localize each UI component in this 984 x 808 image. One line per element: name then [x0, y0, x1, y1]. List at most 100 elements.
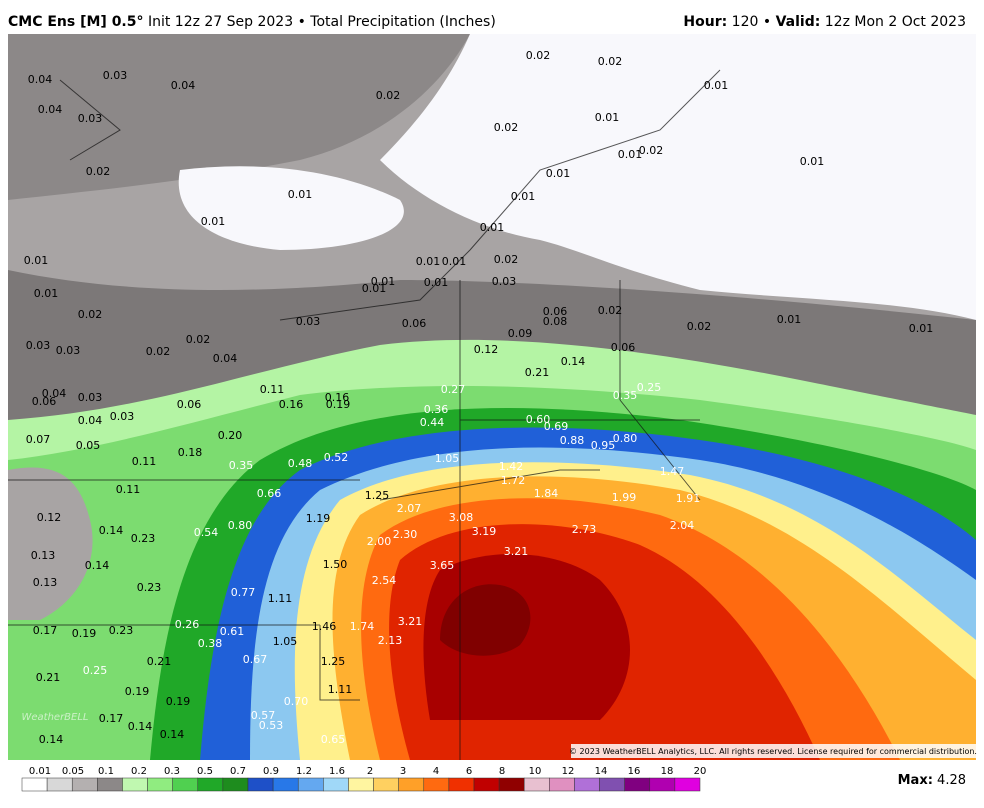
colorbar-swatch [222, 777, 249, 792]
description: Init 12z 27 Sep 2023 • Total Precipitati… [144, 14, 496, 30]
value-label: 0.53 [259, 719, 284, 732]
value-label: 0.03 [296, 315, 321, 328]
value-label: 0.04 [28, 73, 53, 86]
colorbar-swatch [122, 777, 148, 792]
value-label: 0.61 [220, 625, 245, 638]
value-label: 0.01 [371, 275, 396, 288]
colorbar-label: 0.5 [197, 766, 213, 777]
colorbar-label: 1.6 [329, 766, 345, 777]
value-label: 0.14 [39, 733, 64, 746]
hour: 120 [727, 14, 758, 30]
max: Max: 4.28 [898, 773, 966, 788]
colorbar-label: 2 [367, 766, 373, 777]
colorbar-label: 0.7 [230, 766, 246, 777]
colorbar-swatch [574, 777, 600, 792]
value-label: 2.13 [378, 634, 403, 647]
colorbar-label: 0.2 [131, 766, 147, 777]
colorbar-label: 4 [433, 766, 439, 777]
value-label: 0.02 [639, 144, 664, 157]
value-label: 0.44 [420, 416, 445, 429]
value-label: 3.21 [504, 545, 529, 558]
colorbar-swatch [599, 777, 625, 792]
value-label: 0.06 [402, 317, 427, 330]
value-label: 0.95 [591, 439, 616, 452]
logo: WeatherBELL [21, 712, 88, 723]
value-label: 1.46 [312, 620, 337, 633]
value-label: 0.06 [611, 341, 636, 354]
value-label: 1.99 [612, 491, 637, 504]
colorbar-label: 12 [562, 766, 575, 777]
valid-label: Valid: [776, 14, 821, 30]
value-label: 0.48 [288, 457, 313, 470]
value-label: 0.02 [687, 320, 712, 333]
value-label: 0.03 [78, 112, 103, 125]
value-label: 0.04 [78, 414, 103, 427]
value-label: 0.02 [598, 55, 623, 68]
colorbar-label: 16 [628, 766, 641, 777]
colorbar-swatch [674, 777, 701, 792]
value-label: 0.67 [243, 653, 268, 666]
value-label: 0.03 [103, 69, 128, 82]
value-label: 0.52 [324, 451, 349, 464]
value-label: 0.14 [99, 524, 124, 537]
colorbar-swatch [272, 777, 299, 792]
value-label: 0.03 [26, 339, 51, 352]
colorbar-swatch [172, 777, 199, 792]
colorbar-swatch [473, 777, 500, 792]
value-label: 0.01 [595, 111, 620, 124]
colorbar-label: 0.1 [98, 766, 114, 777]
precip-field [8, 34, 976, 760]
value-label: 0.25 [83, 664, 108, 677]
value-label: 0.16 [279, 398, 304, 411]
value-label: 0.60 [526, 413, 551, 426]
value-label: 0.35 [229, 459, 254, 472]
colorbar-swatch [247, 777, 274, 792]
colorbar-swatch [398, 777, 425, 792]
value-label: 0.02 [78, 308, 103, 321]
value-label: 0.26 [175, 618, 200, 631]
colorbar-swatch [97, 777, 123, 792]
value-label: 1.25 [365, 489, 390, 502]
colorbar-label: 8 [499, 766, 505, 777]
colorbar-label: 0.01 [29, 766, 51, 777]
value-label: 0.77 [231, 586, 256, 599]
value-label: 0.88 [560, 434, 585, 447]
value-label: 0.20 [218, 429, 243, 442]
value-label: 3.65 [430, 559, 455, 572]
value-label: 0.01 [34, 287, 59, 300]
value-label: 0.07 [26, 433, 51, 446]
value-label: 2.54 [372, 574, 397, 587]
colorbar-swatch [197, 777, 224, 792]
value-label: 3.19 [472, 525, 497, 538]
value-label: 1.05 [435, 452, 460, 465]
value-label: 0.04 [42, 387, 67, 400]
value-label: 0.25 [637, 381, 662, 394]
value-label: 1.25 [321, 655, 346, 668]
value-label: 1.74 [350, 620, 375, 633]
value-label: 1.11 [328, 683, 353, 696]
value-label: 0.11 [116, 483, 141, 496]
value-label: 0.01 [480, 221, 505, 234]
colorbar-label: 6 [466, 766, 472, 777]
value-label: 1.84 [534, 487, 559, 500]
value-label: 2.04 [670, 519, 695, 532]
value-label: 1.72 [501, 474, 526, 487]
value-label: 0.05 [76, 439, 101, 452]
value-label: 0.01 [618, 148, 643, 161]
value-label: 0.11 [132, 455, 157, 468]
value-label: 0.12 [474, 343, 499, 356]
value-label: 2.07 [397, 502, 422, 515]
title: CMC Ens [M] 0.5° Init 12z 27 Sep 2023 • … [8, 14, 496, 30]
colorbar-swatch [297, 777, 324, 792]
colorbar-swatch [147, 777, 173, 792]
value-label: 0.01 [24, 254, 49, 267]
value-label: 0.19 [72, 627, 97, 640]
value-label: 0.04 [38, 103, 63, 116]
value-label: 0.01 [424, 276, 449, 289]
value-label: 1.50 [323, 558, 348, 571]
colorbar-swatch [21, 777, 48, 792]
value-label: 0.23 [137, 581, 162, 594]
copyright: © 2023 WeatherBELL Analytics, LLC. All r… [569, 747, 977, 756]
